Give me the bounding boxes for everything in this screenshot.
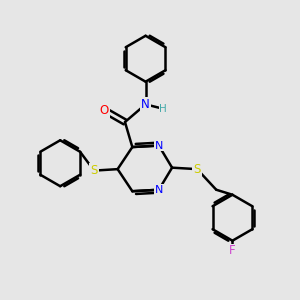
- Text: H: H: [159, 104, 167, 114]
- Text: F: F: [229, 244, 236, 257]
- Text: N: N: [154, 185, 163, 195]
- Text: N: N: [154, 141, 163, 151]
- Text: S: S: [90, 164, 98, 177]
- Text: S: S: [194, 163, 201, 176]
- Text: O: O: [100, 104, 109, 117]
- Text: N: N: [141, 98, 150, 111]
